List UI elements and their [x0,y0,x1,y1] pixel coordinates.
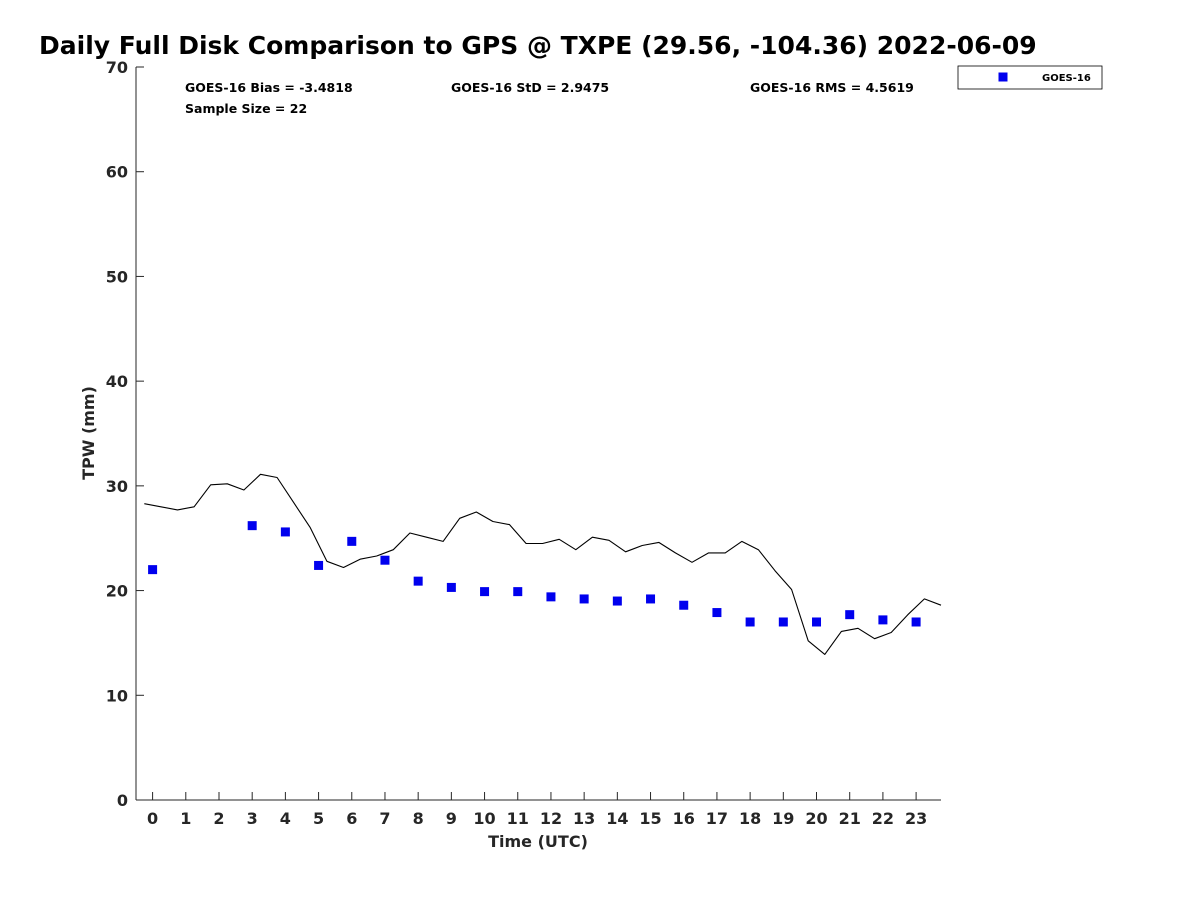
x-tick-label: 6 [346,809,357,828]
x-tick-label: 2 [213,809,224,828]
x-tick-label: 9 [446,809,457,828]
data-point [778,617,788,627]
data-point [148,565,158,575]
y-tick-label: 10 [106,686,128,705]
data-point [812,617,822,627]
sample-size-stat: Sample Size = 22 [185,101,307,116]
data-point [480,587,490,597]
data-point [612,596,622,606]
data-point [413,576,423,586]
x-tick-label: 3 [247,809,258,828]
legend-box [957,65,1103,90]
series-line [144,473,942,655]
std-stat: GOES-16 StD = 2.9475 [451,80,609,95]
x-axis-label: Time (UTC) [488,832,588,851]
data-point [446,582,456,592]
x-tick-label: 1 [180,809,191,828]
rms-stat: GOES-16 RMS = 4.5619 [750,80,914,95]
data-point [247,521,257,531]
data-point [745,617,755,627]
x-tick-label: 15 [639,809,661,828]
bias-stat: GOES-16 Bias = -3.4818 [185,80,353,95]
data-point [845,610,855,620]
y-tick-label: 40 [106,372,128,391]
legend-label: GOES-16 [1042,73,1091,84]
x-tick-label: 5 [313,809,324,828]
y-tick-label: 30 [106,477,128,496]
legend-marker [998,72,1008,82]
x-tick-label: 13 [573,809,595,828]
x-tick-label: 7 [379,809,390,828]
x-tick-label: 23 [905,809,927,828]
x-tick-label: 18 [739,809,761,828]
data-point [712,608,722,618]
y-tick-label: 20 [106,582,128,601]
data-point [646,594,656,604]
x-tick-label: 12 [540,809,562,828]
data-point [546,592,556,602]
legend: GOES-16 [957,65,1103,90]
y-tick-label: 60 [106,163,128,182]
data-point [314,560,324,570]
data-point [911,617,921,627]
x-tick-label: 17 [706,809,728,828]
data-point [280,527,290,537]
x-tick-label: 8 [413,809,424,828]
x-tick-label: 21 [839,809,861,828]
y-tick-label: 0 [117,791,128,810]
data-point [347,536,357,546]
x-tick-label: 16 [673,809,695,828]
data-point [579,594,589,604]
y-tick-label: 70 [106,58,128,77]
data-point [380,555,390,565]
x-tick-label: 4 [280,809,291,828]
y-axis-label: TPW (mm) [79,386,98,480]
x-tick-label: 0 [147,809,158,828]
data-point [513,587,523,597]
x-tick-label: 22 [872,809,894,828]
x-tick-label: 10 [473,809,495,828]
data-point [878,615,888,625]
y-tick-label: 50 [106,267,128,286]
x-tick-label: 14 [606,809,628,828]
x-tick-label: 11 [507,809,529,828]
data-point [679,600,689,610]
chart-title: Daily Full Disk Comparison to GPS @ TXPE… [39,31,1037,60]
x-tick-label: 19 [772,809,794,828]
x-tick-label: 20 [805,809,827,828]
